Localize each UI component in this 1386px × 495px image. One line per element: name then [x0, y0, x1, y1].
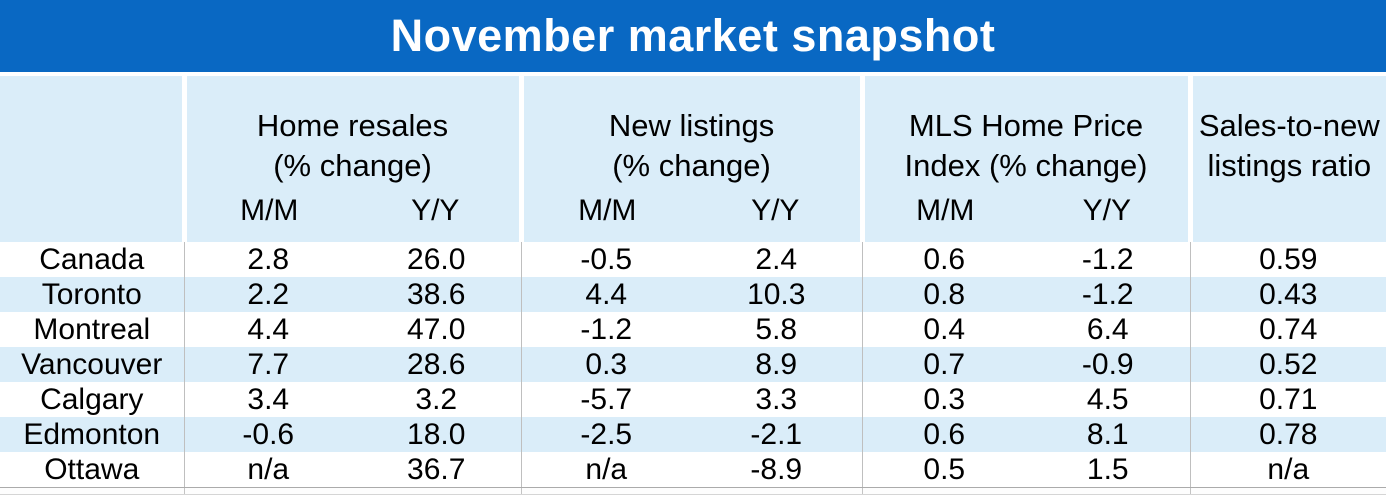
table-cell: n/a	[183, 452, 352, 487]
table-cell: 8.1	[1026, 417, 1191, 452]
title-divider	[0, 72, 1386, 76]
table-cell: 8.9	[691, 347, 863, 382]
header-cell-home-resales: Home resales (% change)	[181, 76, 521, 186]
subheader-mm-new-listings: M/M	[518, 186, 691, 242]
table-cell: 0.71	[1189, 382, 1386, 417]
table-row-calgary: Calgary 3.4 3.2 -5.7 3.3 0.3 4.5 0.71	[0, 382, 1386, 417]
table-cell: 38.6	[352, 277, 521, 312]
subheader-empty-cell	[0, 186, 184, 242]
row-label: Montreal	[0, 312, 184, 347]
row-label: Ottawa	[0, 452, 184, 487]
table-cell: 0.7	[861, 347, 1027, 382]
table-cell: 5.8	[691, 312, 863, 347]
table-cell: 28.6	[352, 347, 521, 382]
table-cell: 4.5	[1026, 382, 1191, 417]
header-line-1: MLS Home Price	[908, 108, 1144, 143]
title-bar: November market snapshot	[0, 0, 1386, 72]
table-cell: -1.2	[520, 312, 691, 347]
row-label: Calgary	[0, 382, 184, 417]
table-cell: -2.5	[520, 417, 691, 452]
table-cell: 10.3	[691, 277, 863, 312]
table-cell: 0.78	[1189, 417, 1386, 452]
table-cell: 2.2	[183, 277, 352, 312]
table-cell: 0.3	[861, 382, 1027, 417]
table-cell: 36.7	[352, 452, 521, 487]
subheader-yy-new-listings: Y/Y	[691, 186, 863, 242]
header-line-2: listings ratio	[1207, 148, 1372, 183]
table-cell: 2.8	[183, 242, 352, 277]
header-line-2: (% change)	[612, 148, 771, 183]
column-separator	[862, 488, 863, 494]
table-cell: -0.5	[520, 242, 691, 277]
table-cell: 1.5	[1026, 452, 1191, 487]
table-row-ottawa: Ottawa n/a 36.7 n/a -8.9 0.5 1.5 n/a	[0, 452, 1386, 487]
table-footer-strip	[0, 487, 1386, 495]
subheader-mm-mls-hpi: M/M	[859, 186, 1027, 242]
header-line-2: (% change)	[273, 148, 432, 183]
subheader-mm-home-resales: M/M	[181, 186, 352, 242]
header-cell-mls-hpi: MLS Home Price Index (% change)	[859, 76, 1191, 186]
column-separator	[521, 488, 522, 494]
table-cell: 26.0	[352, 242, 521, 277]
row-label: Vancouver	[0, 347, 184, 382]
table-cell: 18.0	[352, 417, 521, 452]
header-corner-cell	[0, 76, 184, 186]
row-label: Toronto	[0, 277, 184, 312]
table-row-canada: Canada 2.8 26.0 -0.5 2.4 0.6 -1.2 0.59	[0, 242, 1386, 277]
row-label: Canada	[0, 242, 184, 277]
subheader-yy-home-resales: Y/Y	[352, 186, 521, 242]
table-cell: 2.4	[691, 242, 863, 277]
header-cell-sales-to-new-ratio: Sales-to-new listings ratio	[1187, 76, 1386, 242]
column-separator	[1190, 488, 1191, 494]
table-cell: 0.6	[861, 417, 1027, 452]
table-row-montreal: Montreal 4.4 47.0 -1.2 5.8 0.4 6.4 0.74	[0, 312, 1386, 347]
table-cell: 7.7	[183, 347, 352, 382]
row-label: Edmonton	[0, 417, 184, 452]
table-row-edmonton: Edmonton -0.6 18.0 -2.5 -2.1 0.6 8.1 0.7…	[0, 417, 1386, 452]
table-cell: 0.43	[1189, 277, 1386, 312]
table-cell: 3.3	[691, 382, 863, 417]
snapshot-table: Home resales (% change) New listings (% …	[0, 76, 1386, 487]
table-cell: -2.1	[691, 417, 863, 452]
table-cell: 0.8	[861, 277, 1027, 312]
table-cell: 6.4	[1026, 312, 1191, 347]
header-group-row: Home resales (% change) New listings (% …	[0, 76, 1386, 242]
header-line-1: Sales-to-new	[1198, 108, 1380, 143]
table-cell: 0.4	[861, 312, 1027, 347]
table-cell: -0.6	[183, 417, 352, 452]
table-cell: -0.9	[1026, 347, 1191, 382]
header-sub-row: M/M Y/Y M/M Y/Y M/M Y/Y	[0, 186, 1386, 242]
header-line-2: Index (% change)	[904, 148, 1148, 183]
column-separator	[184, 488, 185, 494]
table-cell: 0.3	[520, 347, 691, 382]
table-row-vancouver: Vancouver 7.7 28.6 0.3 8.9 0.7 -0.9 0.52	[0, 347, 1386, 382]
table-cell: -1.2	[1026, 277, 1191, 312]
table-cell: -8.9	[691, 452, 863, 487]
table-cell: 3.2	[352, 382, 521, 417]
table-cell: n/a	[1189, 452, 1386, 487]
table-cell: 0.59	[1189, 242, 1386, 277]
table-row-toronto: Toronto 2.2 38.6 4.4 10.3 0.8 -1.2 0.43	[0, 277, 1386, 312]
table-cell: 0.6	[861, 242, 1027, 277]
table-cell: n/a	[520, 452, 691, 487]
table-cell: -1.2	[1026, 242, 1191, 277]
header-line-1: New listings	[608, 108, 775, 143]
table-cell: 0.5	[861, 452, 1027, 487]
table-cell: -5.7	[520, 382, 691, 417]
header-cell-new-listings: New listings (% change)	[518, 76, 863, 186]
table-cell: 47.0	[352, 312, 521, 347]
table-cell: 0.74	[1189, 312, 1386, 347]
table-cell: 0.52	[1189, 347, 1386, 382]
page-title: November market snapshot	[390, 10, 996, 61]
table-cell: 4.4	[520, 277, 691, 312]
header-line-1: Home resales	[256, 108, 449, 143]
table-cell: 4.4	[183, 312, 352, 347]
subheader-yy-mls-hpi: Y/Y	[1026, 186, 1191, 242]
table-cell: 3.4	[183, 382, 352, 417]
